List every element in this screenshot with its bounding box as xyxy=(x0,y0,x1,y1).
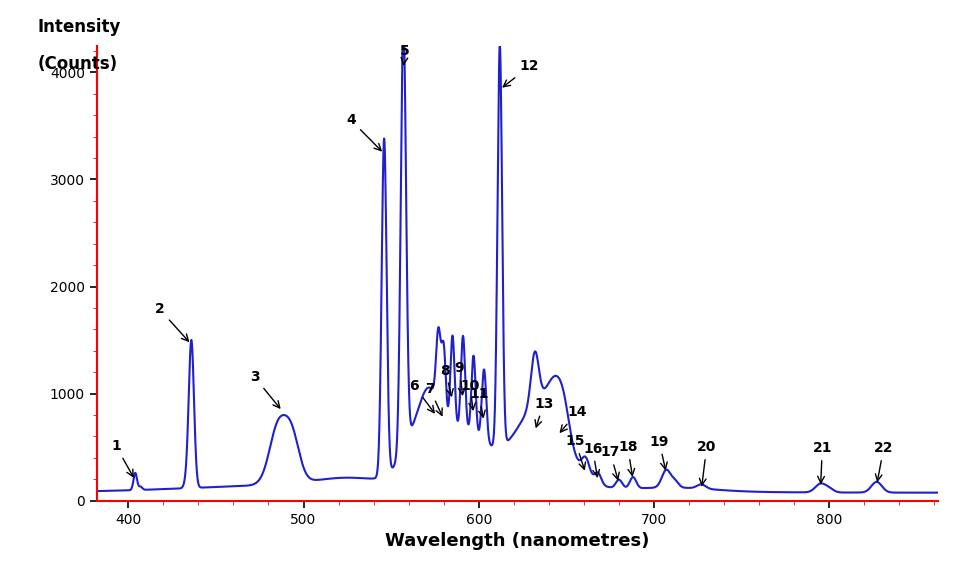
Text: 18: 18 xyxy=(618,440,637,476)
Text: 14: 14 xyxy=(561,405,587,432)
Text: 5: 5 xyxy=(400,44,410,64)
Text: 13: 13 xyxy=(534,397,553,427)
Text: Intensity: Intensity xyxy=(38,18,121,36)
Text: 11: 11 xyxy=(469,387,488,417)
Text: 3: 3 xyxy=(249,370,279,408)
Text: 16: 16 xyxy=(583,442,602,477)
Text: 10: 10 xyxy=(460,378,480,410)
Text: 1: 1 xyxy=(111,439,133,477)
Text: 15: 15 xyxy=(566,434,585,469)
Text: 6: 6 xyxy=(409,378,434,413)
Text: 21: 21 xyxy=(812,441,832,483)
Text: 8: 8 xyxy=(441,364,454,396)
Text: 17: 17 xyxy=(601,446,620,480)
Text: (Counts): (Counts) xyxy=(38,55,118,73)
Text: 7: 7 xyxy=(425,382,442,415)
Text: 9: 9 xyxy=(454,361,465,395)
Text: 19: 19 xyxy=(650,435,669,469)
Text: 12: 12 xyxy=(503,59,540,87)
Text: 4: 4 xyxy=(346,113,381,151)
Text: 2: 2 xyxy=(155,303,189,341)
Text: 20: 20 xyxy=(697,440,717,485)
X-axis label: Wavelength (nanometres): Wavelength (nanometres) xyxy=(385,532,650,550)
Text: 22: 22 xyxy=(874,441,894,481)
